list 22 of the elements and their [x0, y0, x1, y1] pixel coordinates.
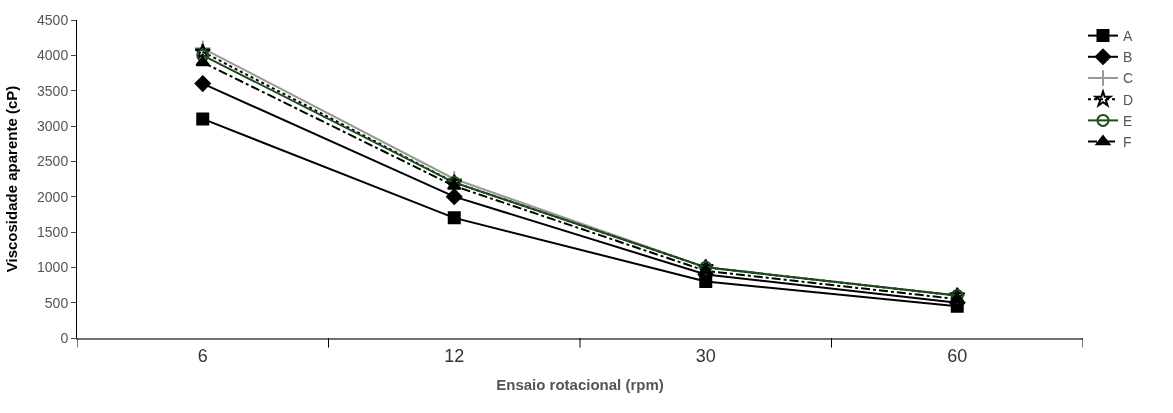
- y-tick-label: 2500: [37, 153, 69, 170]
- x-tick-label: 12: [444, 345, 465, 366]
- x-tick-label: 6: [197, 345, 208, 366]
- y-tick-label: 3500: [37, 82, 69, 99]
- x-tick-label: 30: [695, 345, 716, 366]
- legend-label: A: [1123, 28, 1133, 45]
- y-tick-label: 1500: [37, 223, 69, 240]
- y-tick-label: 4000: [37, 47, 69, 64]
- legend-label: E: [1123, 112, 1133, 129]
- y-tick-label: 500: [44, 294, 69, 311]
- y-tick-label: 3000: [37, 117, 69, 134]
- x-tick-label: 60: [947, 345, 968, 366]
- y-tick-label: 2000: [37, 188, 69, 205]
- legend-label: F: [1123, 134, 1132, 151]
- legend-label: B: [1123, 49, 1133, 66]
- legend-label: C: [1123, 70, 1134, 87]
- y-tick-label: 1000: [37, 259, 69, 276]
- y-tick-label: 0: [60, 329, 69, 346]
- y-axis-title: Viscosidade aparente (cP): [3, 85, 21, 273]
- x-axis-title: Ensaio rotacional (rpm): [496, 376, 664, 394]
- legend-label: D: [1123, 91, 1134, 108]
- y-tick-label: 4500: [37, 11, 69, 28]
